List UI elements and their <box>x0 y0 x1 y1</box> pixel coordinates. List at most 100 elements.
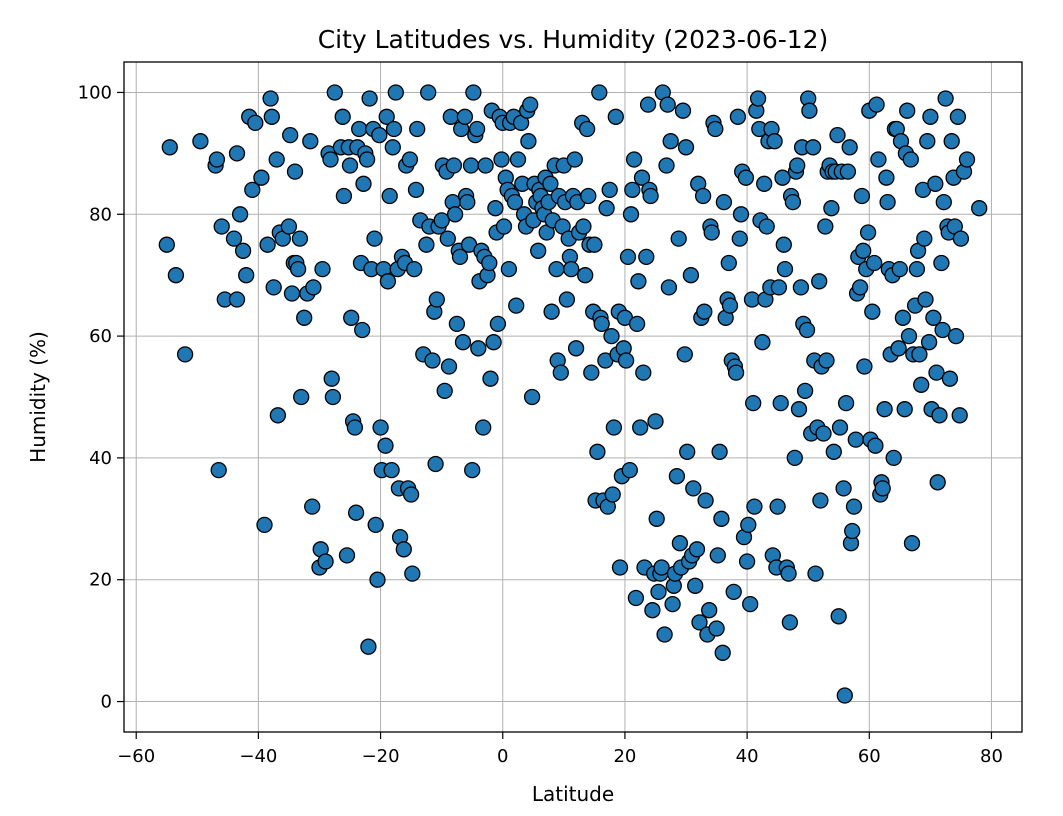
data-point <box>291 230 309 247</box>
data-point <box>633 169 651 186</box>
data-point <box>745 394 762 412</box>
data-point <box>247 114 264 132</box>
data-point <box>770 279 788 296</box>
data-point <box>591 84 608 101</box>
data-point <box>951 407 968 424</box>
data-point <box>971 200 988 217</box>
data-point <box>715 193 733 211</box>
data-point <box>482 370 499 387</box>
plot-frame <box>123 61 1023 733</box>
data-point <box>929 474 946 491</box>
data-point <box>851 279 869 296</box>
data-point <box>781 614 799 631</box>
data-point <box>611 559 629 576</box>
data-point <box>508 297 525 314</box>
data-point <box>743 291 761 308</box>
data-point <box>801 102 818 119</box>
data-point <box>567 340 585 357</box>
data-point <box>935 193 952 211</box>
data-point <box>586 236 603 253</box>
data-point <box>648 510 665 527</box>
data-point <box>658 157 675 174</box>
data-point <box>911 346 928 363</box>
data-point <box>696 303 713 320</box>
data-point <box>630 273 647 290</box>
data-point <box>632 419 649 436</box>
data-point <box>305 279 322 296</box>
y-tick-label: 80 <box>89 204 112 225</box>
data-point <box>830 608 847 625</box>
data-point <box>406 260 423 278</box>
data-point <box>789 157 806 174</box>
data-point <box>899 102 916 119</box>
data-point <box>749 90 767 107</box>
data-point <box>605 419 623 436</box>
data-point <box>377 437 394 454</box>
data-point <box>894 309 912 326</box>
y-tick-label: 60 <box>89 326 112 347</box>
data-point <box>530 242 547 259</box>
x-tick-label: −60 <box>117 746 155 767</box>
data-point <box>387 84 404 101</box>
data-point <box>580 187 597 205</box>
data-point <box>758 218 775 235</box>
data-point <box>445 157 463 174</box>
data-point <box>737 169 755 186</box>
data-point <box>653 559 670 576</box>
data-point <box>671 535 689 552</box>
data-point <box>589 443 606 460</box>
data-point <box>263 108 280 125</box>
data-point <box>694 187 712 205</box>
data-point <box>913 376 930 393</box>
data-point <box>161 139 178 156</box>
data-point <box>732 206 750 223</box>
data-point <box>707 120 724 138</box>
data-point <box>780 565 797 582</box>
y-tick-label: 40 <box>89 448 112 469</box>
data-point <box>804 139 822 156</box>
data-point <box>656 626 673 643</box>
data-point <box>326 84 343 101</box>
data-point <box>742 595 759 613</box>
data-point <box>731 230 748 247</box>
x-tick-label: 40 <box>736 746 759 767</box>
data-point <box>317 553 334 570</box>
data-point <box>891 260 908 278</box>
data-point <box>876 401 893 418</box>
data-point <box>900 327 918 345</box>
data-point <box>874 480 891 497</box>
data-point <box>487 200 504 217</box>
data-point <box>324 388 342 406</box>
data-point <box>475 419 492 436</box>
x-tick-label: −40 <box>239 746 277 767</box>
y-axis-label: Humidity (%) <box>26 331 50 463</box>
data-point <box>627 589 645 607</box>
data-point <box>238 267 255 284</box>
data-point <box>713 510 730 527</box>
data-point <box>949 108 967 125</box>
data-point <box>776 260 794 278</box>
data-point <box>720 254 737 272</box>
data-point <box>470 340 487 357</box>
data-point <box>870 151 887 168</box>
data-point <box>697 492 714 509</box>
data-point <box>896 401 913 418</box>
data-point <box>670 230 687 247</box>
data-point <box>818 352 835 369</box>
data-point <box>575 218 592 235</box>
data-point <box>213 218 230 235</box>
data-point <box>448 315 466 333</box>
data-point <box>577 267 594 284</box>
data-point <box>866 254 883 272</box>
axis-ticks: −60 −40 −20 0 20 40 60 80 0 20 40 60 80 100 <box>78 82 1003 767</box>
data-point <box>265 279 282 296</box>
data-point <box>607 108 624 125</box>
data-point <box>943 133 960 150</box>
data-point <box>815 425 832 442</box>
data-point <box>885 449 902 467</box>
data-point <box>622 206 640 223</box>
data-point <box>402 486 420 503</box>
data-point <box>916 230 933 247</box>
data-point <box>845 498 863 515</box>
chart-title: City Latitudes vs. Humidity (2023-06-12) <box>318 25 829 54</box>
